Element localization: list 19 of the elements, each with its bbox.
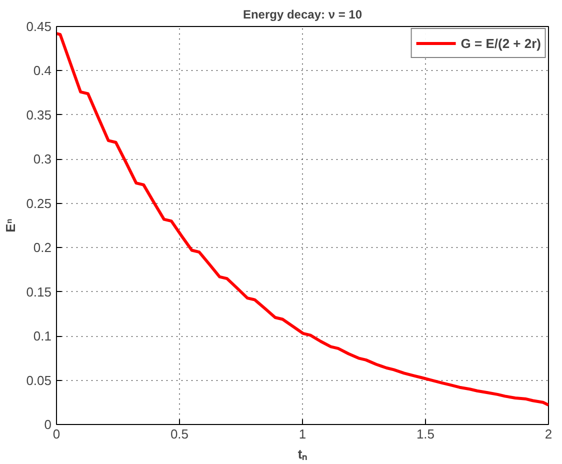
y-tick-label: 0.25 <box>26 196 52 211</box>
y-axis-title: Eⁿ <box>3 218 18 232</box>
x-tick-label: 1.5 <box>416 426 435 442</box>
x-tick-label: 0.5 <box>170 426 189 442</box>
y-tick-label: 0 <box>44 417 52 432</box>
y-tick-label: 0.45 <box>26 19 52 34</box>
y-tick-label: 0.05 <box>26 372 52 388</box>
y-tick-label: 0.3 <box>33 152 52 167</box>
y-tick-label: 0.2 <box>33 240 52 256</box>
y-tick-label: 0.35 <box>26 107 52 122</box>
legend-label: G = E/(2 + 2r) <box>460 36 541 50</box>
line-series <box>56 32 548 407</box>
x-tick-label: 1 <box>298 426 306 442</box>
x-tick-label: 2 <box>544 426 552 442</box>
x-axis-title: tₙ <box>298 446 308 462</box>
y-tick-label: 0.4 <box>33 63 52 78</box>
y-tick-label: 0.15 <box>26 284 52 300</box>
chart-title: Energy decay: ν = 10 <box>242 8 362 22</box>
y-tick-label: 0.1 <box>33 328 52 344</box>
